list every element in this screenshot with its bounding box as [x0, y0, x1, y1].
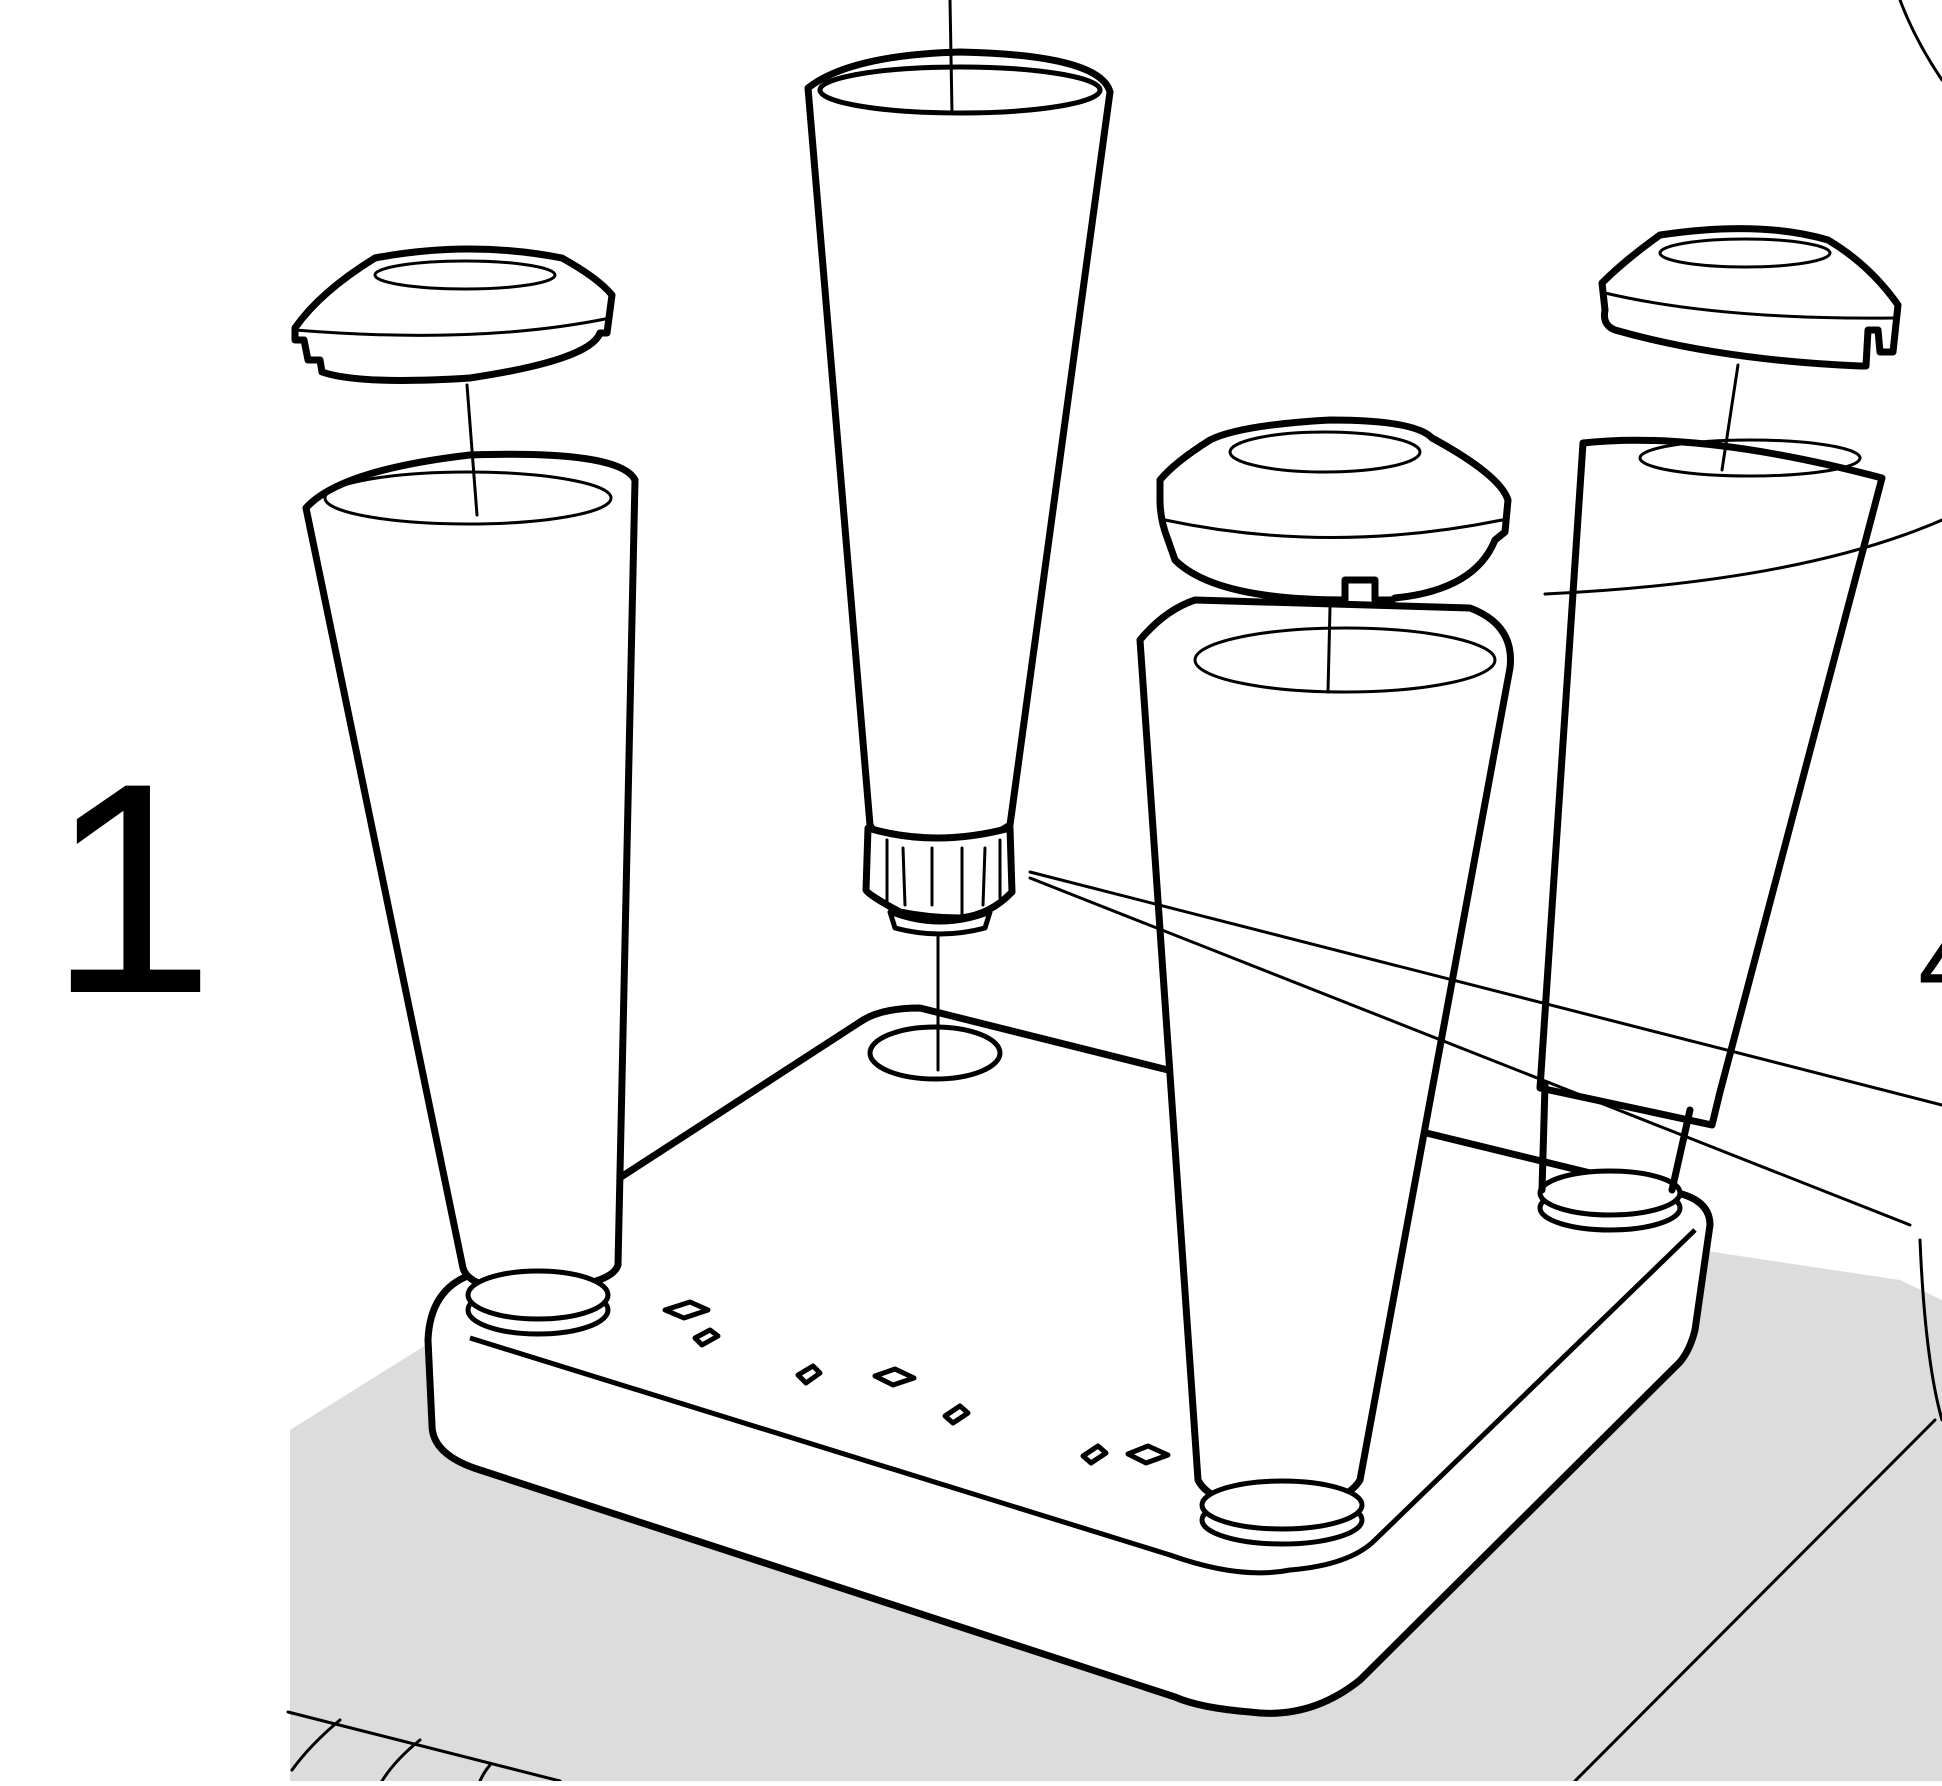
leg-icon: [804, 0, 1114, 849]
step-number: 1: [48, 720, 215, 1056]
floor-curve-2: [380, 1738, 422, 1783]
cap-icon: [291, 245, 616, 384]
tray-hole: [1125, 1443, 1171, 1466]
floor-curve-3: [478, 1763, 492, 1783]
detail-callout-icon: [1028, 0, 1942, 1422]
tray-hole: [662, 1299, 711, 1321]
tray-hole: [872, 1366, 917, 1388]
cap-icon: [1156, 416, 1512, 604]
tray-socket: [867, 1024, 1003, 1082]
leg-icon: [1536, 436, 1886, 1233]
leg-icon: [1136, 596, 1514, 1547]
floor-edge-right: [1573, 1418, 1937, 1783]
tray-hole: [1080, 1443, 1109, 1466]
floor-curve-1: [290, 1718, 342, 1772]
leg-icon: [302, 383, 639, 1337]
tray-hole: [942, 1403, 971, 1426]
floor-edge: [286, 1710, 562, 1783]
next-step-number: 4: [1918, 900, 1942, 1020]
tray-hole: [795, 1363, 823, 1386]
foot-icon: [862, 824, 1016, 1072]
tray-hole: [692, 1327, 721, 1348]
cap-icon: [1598, 225, 1902, 472]
